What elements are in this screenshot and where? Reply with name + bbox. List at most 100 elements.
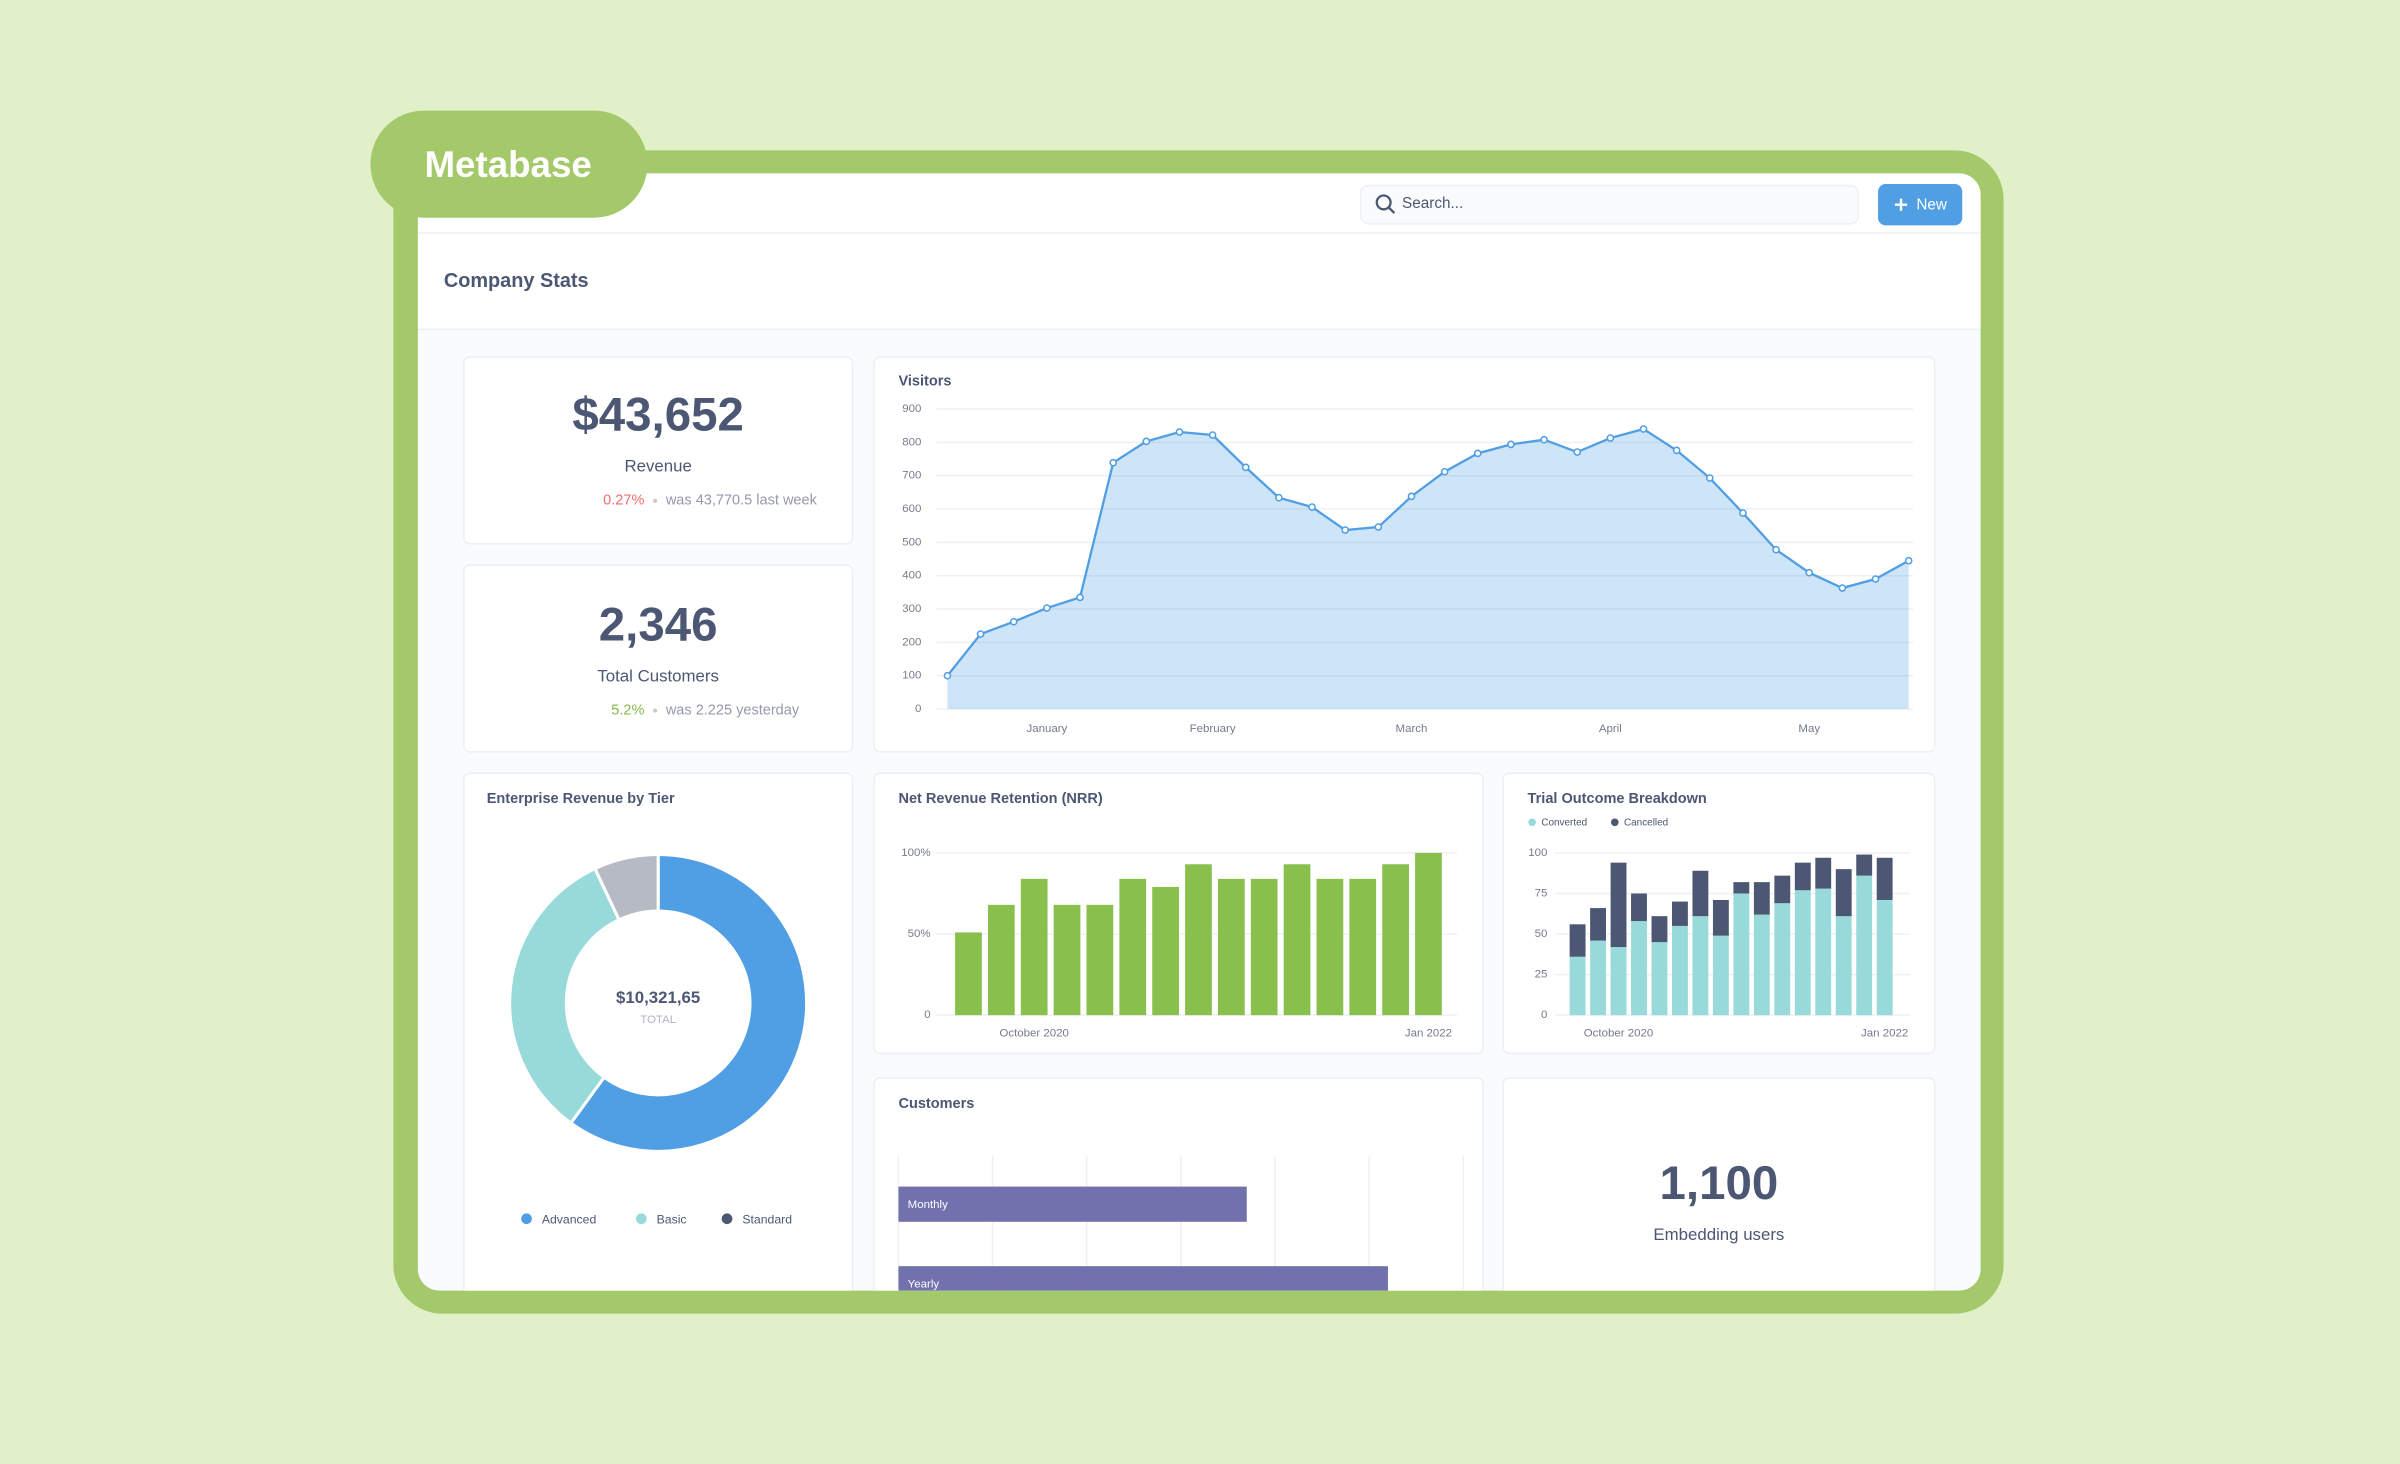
bar-segment [1753, 882, 1770, 915]
point [1772, 545, 1780, 554]
card [873, 356, 1936, 753]
bar [1217, 878, 1245, 1016]
bar [1053, 904, 1081, 1016]
bar-segment [1651, 916, 1668, 943]
legend-label: Basic [657, 1212, 687, 1226]
legend-label: Converted [1541, 818, 1587, 829]
bar [1283, 864, 1311, 1016]
point [943, 671, 952, 680]
bar-segment [1815, 857, 1832, 889]
y-tick-label: 100 [902, 670, 921, 682]
kpi-comparison: was 2.225 yesterday [665, 702, 800, 718]
point [1241, 463, 1250, 472]
kpi-value: $43,652 [572, 389, 743, 442]
legend-dot [1528, 818, 1536, 827]
search-box[interactable] [1359, 184, 1859, 225]
point [1341, 526, 1350, 534]
bar-segment [1712, 935, 1729, 1016]
point [1573, 448, 1582, 456]
y-tick-label: 900 [902, 403, 921, 415]
bar-label: Monthly [908, 1199, 948, 1211]
bar-segment [1733, 893, 1750, 1016]
point [1838, 584, 1847, 592]
bar-segment [1672, 925, 1688, 1016]
y-tick-label: 0 [915, 703, 921, 715]
bar-segment [1692, 916, 1709, 1016]
x-tick-label: January [1026, 723, 1067, 735]
y-tick-label: 500 [902, 536, 921, 548]
slice [592, 852, 660, 922]
separator [653, 498, 658, 503]
bar-segment [1774, 903, 1791, 1016]
legend-dot [521, 1213, 532, 1225]
point [1043, 604, 1051, 612]
x-tick-label: March [1396, 723, 1428, 735]
y-tick-label: 100 [1528, 847, 1547, 859]
y-tick-label: 700 [902, 470, 921, 482]
point [1208, 431, 1217, 439]
point [1109, 458, 1118, 467]
kpi-value: 2,346 [599, 598, 718, 651]
point [1507, 440, 1515, 449]
point [1175, 428, 1184, 436]
x-tick-label: February [1190, 723, 1236, 735]
y-tick-label: 200 [902, 636, 921, 648]
point [1705, 474, 1714, 482]
bar [1382, 864, 1409, 1016]
bar-segment [1569, 956, 1586, 1016]
card [463, 356, 854, 545]
bar [1349, 878, 1377, 1016]
kpi-change: 5.2% [611, 702, 644, 718]
bar [1415, 852, 1442, 1016]
point [1871, 575, 1880, 583]
bar-segment [1835, 869, 1852, 917]
y-tick-label: 50% [908, 928, 931, 940]
point [1440, 467, 1449, 476]
kpi-comparison: was 43,770.5 last week [665, 493, 818, 509]
y-tick-label: 75 [1535, 888, 1548, 900]
bar [1020, 878, 1048, 1016]
kpi-label: Total Customers [597, 666, 719, 685]
bar [1119, 878, 1147, 1016]
center-label: TOTAL [640, 1014, 676, 1026]
bar-label: Yearly [908, 1279, 940, 1291]
bar [1250, 878, 1278, 1016]
bar-segment [1876, 899, 1893, 1016]
y-tick-label: 25 [1535, 969, 1548, 981]
point [1009, 617, 1018, 626]
legend-label: Cancelled [1624, 818, 1668, 829]
legend-label: Standard [742, 1212, 792, 1226]
chart-title: Net Revenue Retention (NRR) [898, 791, 1102, 807]
bar-segment [1794, 890, 1811, 1016]
bar [1086, 904, 1114, 1016]
bar-segment [1835, 916, 1852, 1016]
bar-segment [1712, 899, 1729, 936]
bar-segment [1651, 942, 1668, 1016]
legend-dot [721, 1213, 733, 1225]
bar-segment [1590, 940, 1606, 1016]
legend-label: Advanced [542, 1212, 597, 1226]
chart-title: Customers [898, 1096, 974, 1112]
y-tick-label: 50 [1535, 928, 1548, 940]
point [1540, 435, 1548, 444]
legend-dot [635, 1213, 647, 1225]
y-tick-label: 0 [1541, 1009, 1547, 1021]
x-tick-label: Jan 2022 [1405, 1028, 1452, 1040]
bar-segment [1672, 901, 1688, 926]
x-tick-label: October 2020 [999, 1028, 1069, 1040]
new-button[interactable] [1878, 184, 1963, 226]
dashboard-title: Company Stats [444, 270, 589, 292]
bar [955, 932, 982, 1016]
kpi-label: Embedding users [1653, 1225, 1784, 1244]
bar-segment [1610, 947, 1627, 1016]
point [1407, 492, 1416, 501]
point [976, 630, 985, 638]
y-tick-label: 400 [902, 570, 921, 582]
bar-segment [1876, 857, 1893, 900]
bar-segment [1753, 914, 1770, 1016]
card [1502, 1077, 1936, 1291]
dashboard: Search... New Company Stats $43,652 Reven… [417, 173, 1981, 1291]
bar-segment [1631, 893, 1647, 922]
bar [1316, 878, 1344, 1016]
